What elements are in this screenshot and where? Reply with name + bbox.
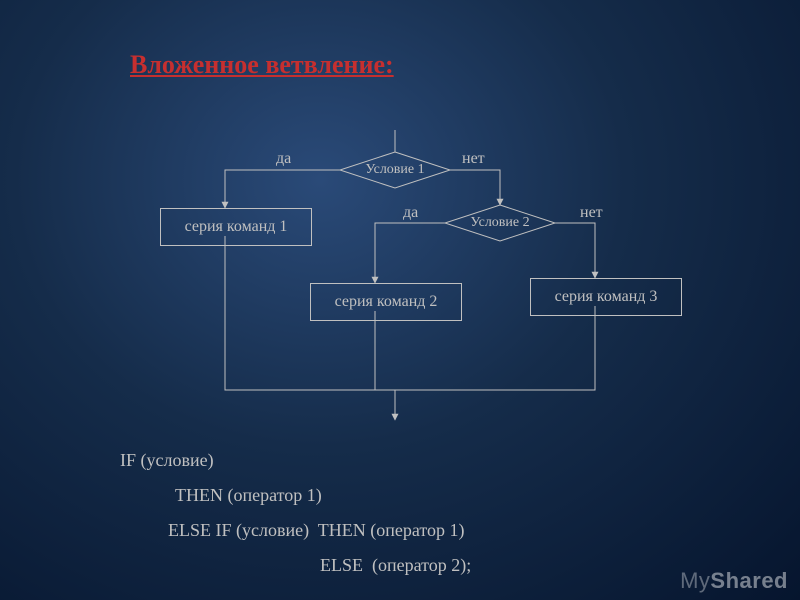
edge-label-da-2: да	[403, 204, 418, 222]
process-box-1-label: серия команд 1	[185, 218, 288, 236]
process-box-2: серия команд 2	[310, 283, 462, 321]
watermark-part1: My	[680, 568, 710, 593]
watermark: MyShared	[680, 568, 788, 594]
decision-cond1-label: Условие 1	[365, 162, 424, 178]
process-box-3: серия команд 3	[530, 278, 682, 316]
process-box-3-label: серия команд 3	[555, 288, 658, 306]
decision-cond2-label: Условие 2	[470, 215, 529, 231]
code-line-4: ELSE (оператор 2);	[320, 555, 471, 576]
edge-label-net-2: нет	[580, 204, 603, 222]
edge-label-da-1: да	[276, 150, 291, 168]
code-line-3: ELSE IF (условие) THEN (оператор 1)	[168, 520, 465, 541]
slide: { "title": "Вложенное ветвление:", "back…	[0, 0, 800, 600]
edge-label-net-1: нет	[462, 150, 485, 168]
watermark-part2: Shared	[710, 568, 788, 593]
code-line-1: IF (условие)	[120, 450, 214, 471]
code-line-2: THEN (оператор 1)	[175, 485, 322, 506]
process-box-2-label: серия команд 2	[335, 293, 438, 311]
process-box-1: серия команд 1	[160, 208, 312, 246]
